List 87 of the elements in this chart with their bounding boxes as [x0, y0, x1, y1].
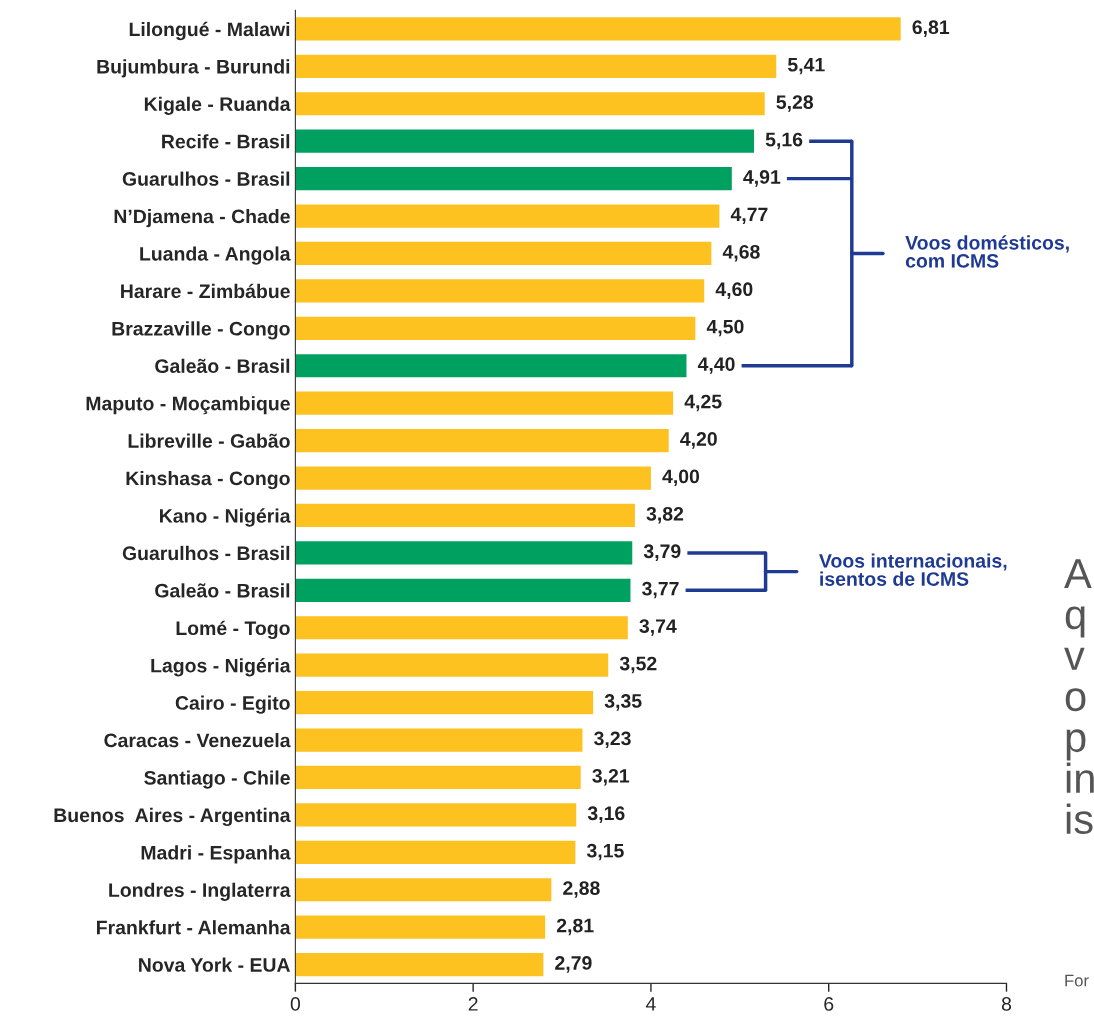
y-tick-label: Bujumbura - Burundi [97, 59, 290, 78]
bar [295, 503, 635, 528]
bar [295, 466, 651, 490]
bar [295, 653, 609, 677]
annotation: Voos domésticos, com ICMS [905, 235, 1069, 268]
bar [295, 541, 633, 565]
data-label: 5,16 [765, 132, 803, 150]
text: A q v o p in is [1064, 559, 1094, 835]
bar [295, 691, 594, 715]
data-label: 3,21 [592, 768, 630, 786]
data-label: 4,50 [706, 319, 744, 337]
y-tick-label: Guarulhos - Brasil [122, 171, 290, 186]
bar [295, 616, 628, 640]
data-label: 3,74 [639, 619, 677, 636]
bar [295, 279, 705, 303]
text: For [1065, 974, 1089, 987]
y-tick-label: Brazzaville - Congo [112, 321, 290, 340]
data-label: 5,41 [787, 57, 825, 75]
bar [295, 17, 901, 41]
y-tick-label: Londres - Inglaterra [109, 882, 291, 901]
bar [295, 953, 544, 977]
data-label: 3,15 [586, 843, 624, 861]
annotation: Voos internacionais, isentos de ICMS [819, 553, 1007, 586]
data-label: 3,35 [604, 694, 642, 711]
y-tick-label: Guarulhos - Brasil [122, 545, 290, 561]
x-tick-label: 2 [468, 997, 478, 1011]
x-tick-label: 8 [1001, 997, 1012, 1011]
data-label: 3,23 [594, 731, 631, 749]
bar [295, 803, 577, 827]
data-label: 3,16 [587, 806, 625, 823]
y-tick-label: Galeão - Brasil [155, 583, 290, 598]
y-tick-label: Luanda - Angola [140, 246, 291, 265]
y-tick-label: Kano - Nigéria [160, 508, 291, 527]
bar [295, 167, 732, 191]
bar [295, 241, 712, 266]
bar [295, 316, 696, 340]
y-tick-label: N’Djamena - Chade [114, 209, 290, 228]
y-tick-label: Libreville - Gabão [128, 433, 290, 448]
y-tick-label: Maputo - Moçambique [86, 396, 290, 415]
x-tick-label: 6 [824, 997, 834, 1011]
y-tick-label: Lagos - Nigéria [151, 658, 291, 677]
data-label: 4,68 [722, 244, 760, 262]
data-label: 3,77 [642, 581, 679, 599]
bar [295, 204, 720, 228]
y-tick-label: Cairo - Egito [175, 695, 290, 714]
bar [295, 878, 552, 902]
y-tick-label: Nova York - EUA [139, 957, 291, 972]
data-label: 3,52 [619, 656, 657, 674]
bar [295, 92, 765, 116]
data-label: 4,60 [715, 282, 753, 299]
y-tick-label: Santiago - Chile [144, 770, 290, 789]
bar [295, 129, 755, 153]
data-label: 4,40 [697, 357, 735, 374]
x-tick-label: 4 [645, 997, 656, 1011]
y-tick-label: Kinshasa - Congo [126, 471, 290, 490]
y-tick-label: Harare - Zimbábue [121, 283, 290, 299]
data-label: 3,82 [646, 506, 684, 524]
data-label: 4,25 [684, 394, 722, 412]
y-tick-label: Kigale - Ruanda [144, 96, 291, 115]
y-tick-label: Frankfurt - Alemanha [97, 920, 291, 935]
bar [295, 840, 576, 864]
bar [295, 354, 687, 378]
bar [295, 728, 583, 752]
data-label: 2,88 [563, 881, 600, 898]
y-tick-label: Recife - Brasil [162, 134, 290, 149]
bar [295, 915, 546, 939]
data-label: 4,91 [743, 170, 781, 187]
bar [295, 391, 674, 415]
bar [295, 54, 777, 78]
data-label: 5,28 [776, 95, 814, 112]
data-label: 4,00 [662, 469, 700, 487]
data-label: 2,79 [555, 956, 592, 973]
y-tick-label: Lilongué - Malawi [129, 21, 290, 41]
y-tick-label: Lomé - Togo [176, 620, 290, 640]
bar [295, 578, 631, 602]
bar [295, 765, 581, 790]
bar [295, 429, 669, 453]
data-label: 2,81 [556, 918, 594, 936]
y-tick-label: Buenos Aires - Argentina [54, 807, 291, 827]
y-tick-label: Madri - Espanha [141, 845, 291, 864]
y-tick-label: Caracas - Venezuela [104, 733, 291, 748]
data-label: 4,77 [730, 207, 768, 225]
x-tick-label: 0 [290, 997, 301, 1011]
data-label: 4,20 [680, 432, 717, 449]
y-tick-label: Galeão - Brasil [155, 358, 290, 373]
data-label: 6,81 [912, 20, 950, 37]
data-label: 3,79 [643, 544, 681, 561]
